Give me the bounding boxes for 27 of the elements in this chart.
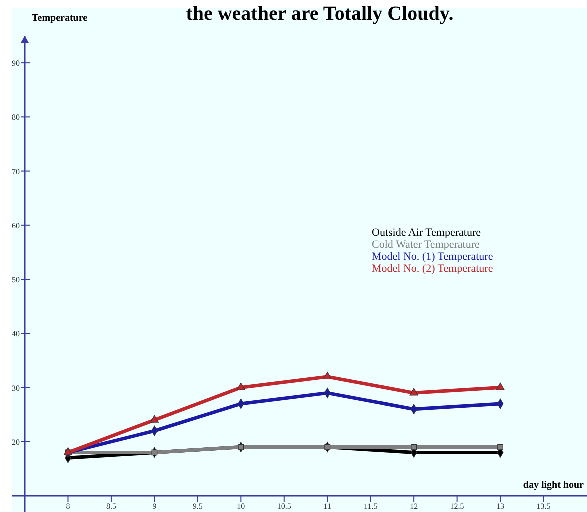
y-tick-label: 50 bbox=[12, 276, 20, 285]
y-axis-title: Temperature bbox=[32, 13, 88, 24]
y-tick-label: 80 bbox=[12, 113, 20, 122]
x-tick-label: 9.5 bbox=[192, 502, 203, 511]
x-tick-label: 11.5 bbox=[364, 502, 378, 511]
y-tick-label: 40 bbox=[12, 330, 20, 339]
text: Cold Water Temperature bbox=[372, 239, 480, 251]
y-tick-label: 70 bbox=[12, 167, 20, 176]
text: Model No. (2) Temperature bbox=[372, 263, 494, 275]
x-tick-label: 9 bbox=[152, 502, 157, 511]
y-tick-label: 20 bbox=[12, 438, 20, 447]
x-tick-label: 13 bbox=[496, 502, 505, 511]
text: Model No. (1) Temperature bbox=[372, 251, 494, 263]
chart-title: the weather are Totally Cloudy. bbox=[186, 3, 454, 25]
y-tick-label: 60 bbox=[12, 221, 20, 230]
x-tick-label: 10 bbox=[237, 502, 246, 511]
x-tick-label: 12 bbox=[410, 502, 418, 511]
x-axis-title: day light hour bbox=[523, 480, 585, 491]
x-tick-label: 8.5 bbox=[106, 502, 116, 511]
x-tick-label: 12.5 bbox=[450, 502, 464, 511]
text: Outside Air Temperature bbox=[372, 227, 482, 239]
x-tick-label: 11 bbox=[324, 502, 332, 511]
y-tick-label: 30 bbox=[12, 384, 20, 393]
x-tick-label: 10.5 bbox=[277, 502, 292, 511]
x-tick-label: 8 bbox=[66, 502, 70, 511]
y-tick-label: 90 bbox=[12, 59, 20, 68]
x-tick-label: 13.5 bbox=[536, 502, 551, 511]
